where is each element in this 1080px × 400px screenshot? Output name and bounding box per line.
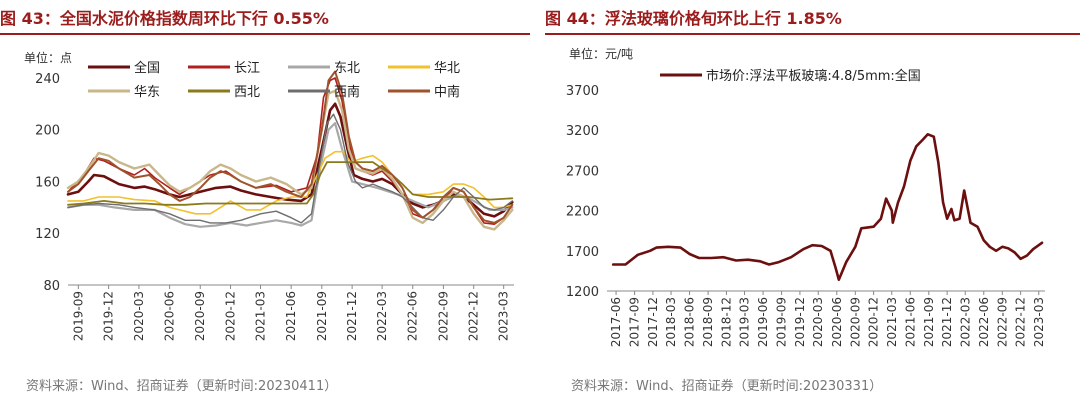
- x-tick-label: 2022-12: [467, 291, 481, 341]
- x-tick-label: 2021-03: [885, 297, 899, 347]
- x-tick-label: 2020-12: [224, 291, 238, 341]
- chart-title: 图 44：浮法玻璃价格旬环比上行 1.85%: [545, 9, 842, 28]
- x-tick-label: 2022-03: [958, 297, 972, 347]
- legend-label: 中南: [434, 84, 460, 100]
- y-tick-label: 2200: [566, 205, 599, 220]
- y-tick-label: 240: [35, 72, 60, 87]
- cement-price-index-chart: 单位：点 80 120 160 200 240 2019-09 2019-12 2020-03 2…: [24, 50, 514, 341]
- x-tick-label: 2020-09: [193, 291, 207, 341]
- x-tick-label: 2020-03: [132, 291, 146, 341]
- series-line: [67, 161, 514, 206]
- legend-label: 东北: [334, 61, 360, 76]
- x-tick-label: 2021-09: [922, 297, 936, 347]
- x-tick-label: 2019-03: [738, 297, 752, 347]
- unit-label: 单位：点: [24, 50, 72, 65]
- float-glass-price-chart: 单位：元/吨 1200 1700 2200 2700 3200 3700 2017-06 201…: [566, 46, 1046, 347]
- chart-source-note: 资料来源：Wind、招商证券（更新时间:20230331）: [571, 379, 883, 394]
- y-tick-label: 3200: [566, 124, 599, 139]
- title-rule: [0, 33, 530, 35]
- x-tick-label: 2020-06: [830, 297, 844, 347]
- legend-label: 西南: [334, 84, 360, 100]
- x-tick-label: 2019-09: [71, 291, 85, 341]
- x-tick-label: 2021-09: [315, 291, 329, 341]
- y-tick-label: 200: [35, 124, 60, 139]
- series-line: [66, 89, 514, 231]
- chart-panel-right: 图 44：浮法玻璃价格旬环比上行 1.85% 单位：元/吨 1200 1700 220…: [545, 0, 1080, 400]
- legend-label: 华东: [134, 85, 160, 100]
- x-tick-label: 2017-12: [646, 297, 660, 347]
- x-tick-label: 2022-03: [375, 291, 389, 341]
- x-tick-label: 2020-12: [867, 297, 881, 347]
- series-line: [67, 150, 514, 215]
- x-tick-label: 2021-12: [345, 291, 359, 341]
- series-line: [67, 113, 513, 224]
- legend-label: 全国: [134, 60, 160, 76]
- x-tick-label: 2022-06: [977, 297, 991, 347]
- x-tick-label: 2018-03: [664, 297, 678, 347]
- x-tick-label: 2017-06: [609, 297, 623, 347]
- x-tick-label: 2019-12: [102, 291, 116, 341]
- y-tick-label: 80: [43, 279, 60, 294]
- y-tick-label: 1700: [566, 245, 599, 260]
- legend-label: 市场价:浮法平板玻璃:4.8/5mm:全国: [706, 68, 921, 84]
- x-tick-label: 2018-09: [701, 297, 715, 347]
- chart-title: 图 43：全国水泥价格指数周环比下行 0.55%: [0, 9, 329, 28]
- title-rule: [545, 33, 1080, 35]
- x-tick-label: 2017-09: [628, 297, 642, 347]
- y-tick-label: 1200: [566, 285, 599, 300]
- x-tick-label: 2020-09: [848, 297, 862, 347]
- series-line: [67, 70, 514, 224]
- x-tick-label: 2022-09: [995, 297, 1009, 347]
- x-tick-label: 2020-06: [163, 291, 177, 341]
- x-tick-label: 2023-03: [1032, 297, 1046, 347]
- series-line: [611, 133, 1044, 281]
- y-tick-label: 120: [35, 227, 60, 242]
- x-tick-label: 2021-03: [254, 291, 268, 341]
- x-tick-label: 2022-09: [436, 291, 450, 341]
- x-tick-label: 2019-06: [756, 297, 770, 347]
- x-tick-label: 2019-09: [775, 297, 789, 347]
- legend-label: 长江: [234, 61, 260, 76]
- x-tick-label: 2021-06: [284, 291, 298, 341]
- x-tick-label: 2018-06: [683, 297, 697, 347]
- legend-label: 华北: [434, 61, 460, 76]
- x-tick-label: 2021-12: [940, 297, 954, 347]
- x-tick-label: 2022-06: [406, 291, 420, 341]
- x-tick-label: 2021-06: [903, 297, 917, 347]
- y-tick-label: 3700: [566, 84, 599, 99]
- x-tick-label: 2020-03: [811, 297, 825, 347]
- chart-source-note: 资料来源：Wind、招商证券（更新时间:20230411）: [26, 379, 338, 394]
- chart-legend: 市场价:浮法平板玻璃:4.8/5mm:全国: [660, 68, 921, 84]
- x-tick-label: 2018-12: [719, 297, 733, 347]
- x-tick-label: 2023-03: [497, 291, 511, 341]
- y-tick-label: 2700: [566, 164, 599, 179]
- x-tick-label: 2019-12: [793, 297, 807, 347]
- y-tick-label: 160: [35, 175, 60, 190]
- legend-label: 西北: [234, 85, 260, 100]
- x-tick-label: 2022-12: [1014, 297, 1028, 347]
- chart-panel-left: 图 43：全国水泥价格指数周环比下行 0.55% 单位：点 80 120 160 200…: [0, 0, 530, 400]
- unit-label: 单位：元/吨: [569, 46, 633, 61]
